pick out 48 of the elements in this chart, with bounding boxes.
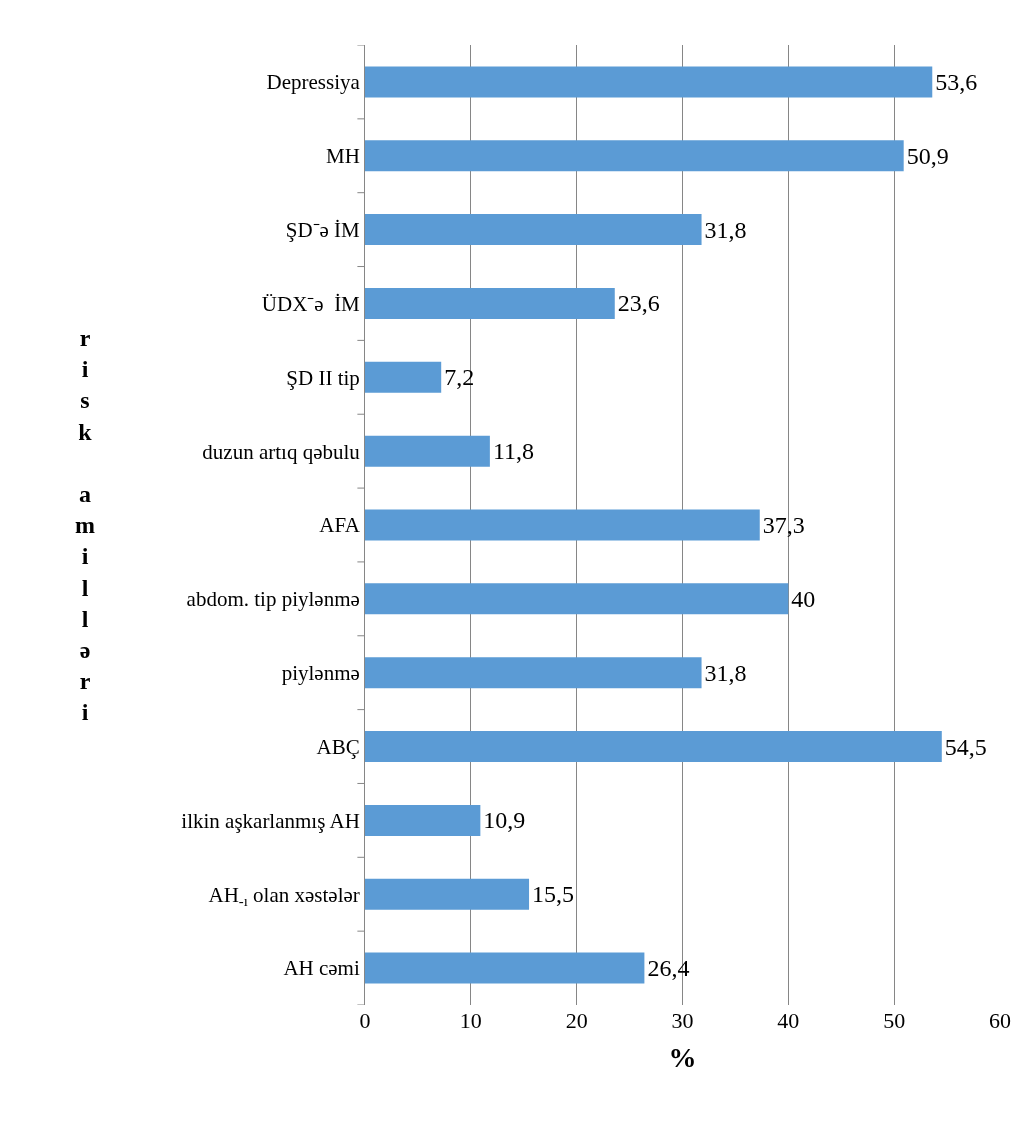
data-label: 7,2 (444, 364, 475, 391)
text: risk amilləri (75, 325, 95, 726)
data-label: 10,9 (483, 807, 526, 834)
data-label: 26,4 (647, 955, 690, 982)
y-tick-label: piylənmə (281, 661, 360, 686)
x-tick-label: 40 (777, 1008, 800, 1033)
x-tick-label: 60 (989, 1008, 1011, 1033)
bar (365, 435, 490, 467)
data-label: 31,8 (704, 216, 747, 243)
x-tick-label: 50 (883, 1008, 906, 1033)
bar (365, 287, 615, 319)
bar (365, 878, 530, 910)
y-tick-label: ŞD II tip (286, 365, 360, 390)
bar (365, 509, 760, 541)
data-label: 37,3 (762, 512, 805, 538)
y-tick-label: MH (325, 144, 360, 169)
data-label: 23,6 (617, 290, 660, 317)
x-tick-label: 30 (671, 1008, 694, 1033)
y-tick-label: ilkin aşkarlanmış AH (181, 808, 360, 833)
bar (365, 952, 645, 984)
data-label: 50,9 (906, 142, 949, 169)
bar (365, 66, 933, 98)
y-tick-label: duzun artıq qəbulu (202, 439, 361, 464)
bar (365, 214, 702, 246)
bar (365, 804, 481, 836)
x-axis-title: % (668, 1042, 697, 1074)
data-label: 31,8 (704, 659, 747, 686)
data-label: 15,5 (532, 881, 575, 908)
bar (365, 140, 904, 172)
data-label: 53,6 (935, 68, 978, 95)
bar (365, 583, 789, 615)
y-tick-label: AFA (319, 513, 361, 538)
y-tick-label: ŞD⁻ə İM (285, 217, 361, 242)
y-tick-label: ÜDX⁻ə İM (261, 291, 361, 316)
y-tick-label: AH$_{-ı}$ olan xəstələr (208, 882, 360, 909)
bar (365, 657, 702, 689)
x-tick-label: 0 (359, 1008, 371, 1033)
bar (365, 731, 942, 763)
x-tick-label: 10 (459, 1008, 482, 1033)
data-label: 40 (791, 585, 816, 612)
data-label: 54,5 (944, 733, 987, 760)
y-tick-label: AH cəmi (283, 956, 360, 981)
y-tick-label: ABÇ (316, 734, 360, 759)
y-tick-label: abdom. tip piylənmə (186, 587, 360, 612)
x-tick-label: 20 (565, 1008, 588, 1033)
data-label: 11,8 (492, 438, 534, 465)
bar (365, 361, 442, 393)
y-tick-label: Depressiya (266, 70, 361, 95)
